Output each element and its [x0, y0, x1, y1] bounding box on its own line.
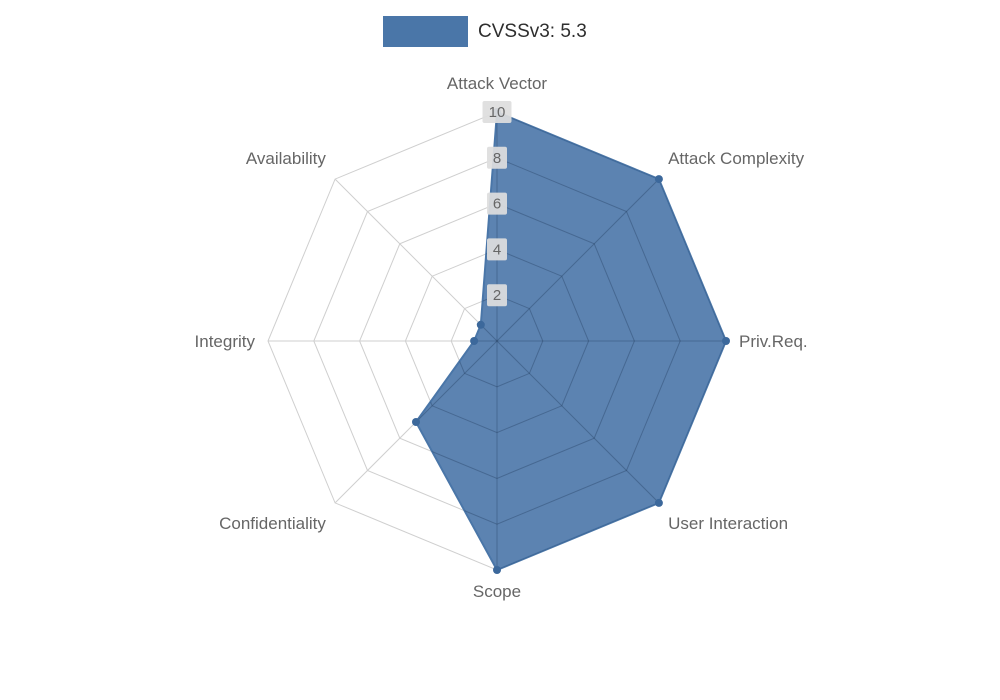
data-point [493, 566, 501, 574]
tick-backdrop [487, 192, 507, 215]
tick-label: 2 [493, 287, 501, 304]
tick-backdrop [487, 146, 507, 169]
inner-grid-spoke [496, 340, 660, 504]
axis-label-attack-vector: Attack Vector [447, 74, 547, 93]
inner-grid-spoke [496, 178, 660, 342]
tick-label: 4 [493, 241, 501, 258]
axis-label-priv-req: Priv.Req. [739, 332, 808, 351]
data-point [654, 175, 663, 184]
tick-label: 10 [489, 104, 506, 121]
inner-grid-ring [416, 203, 635, 479]
tick-backdrop [487, 284, 507, 307]
axis-label-user-interaction: User Interaction [668, 514, 788, 533]
data-point [654, 498, 663, 507]
grid-spoke [334, 178, 498, 342]
data-point [476, 320, 485, 329]
data-point [722, 337, 730, 345]
tick-label: 6 [493, 196, 501, 213]
axis-label-confidentiality: Confidentiality [219, 514, 326, 533]
inner-grid-ring [416, 157, 681, 525]
axis-label-attack-complexity: Attack Complexity [668, 149, 805, 168]
legend-swatch [383, 16, 468, 47]
axis-label-integrity: Integrity [195, 332, 256, 351]
data-point [412, 418, 420, 426]
inner-grid-ring [416, 112, 726, 570]
tick-label: 8 [493, 150, 501, 167]
tick-backdrop [487, 238, 507, 261]
axis-label-scope: Scope [473, 582, 521, 601]
tick-backdrop [482, 101, 512, 123]
legend-label: CVSSv3: 5.3 [478, 21, 587, 42]
axis-label-availability: Availability [246, 149, 327, 168]
legend-item[interactable]: CVSSv3: 5.3 [383, 16, 587, 47]
data-point [470, 337, 479, 345]
